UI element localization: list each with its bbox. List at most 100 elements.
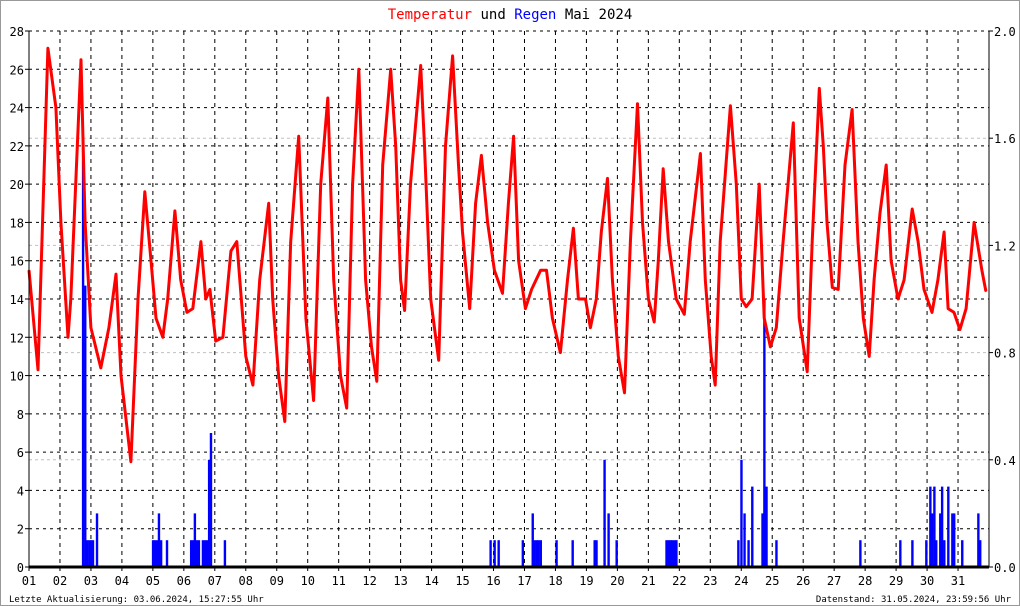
temperature-point <box>166 298 169 300</box>
temperature-point <box>474 202 477 205</box>
temperature-point <box>37 369 39 371</box>
temperature-point <box>517 259 520 262</box>
temperature-point <box>714 384 717 386</box>
x-tick-label: 14 <box>424 574 438 588</box>
x-tick-label: 19 <box>579 574 593 588</box>
temperature-point <box>205 298 207 300</box>
temperature-point <box>289 240 292 243</box>
temperature-point <box>623 392 626 394</box>
temperature-point <box>370 346 373 348</box>
temperature-point <box>161 336 164 339</box>
y-left-tick-label: 26 <box>10 63 24 77</box>
x-tick-label: 12 <box>362 574 376 588</box>
temperature-point <box>267 202 270 205</box>
rain-bar <box>157 513 161 567</box>
temperature-point <box>653 321 656 323</box>
temperature-point <box>837 288 839 291</box>
rain-bar <box>497 540 500 567</box>
temperature-point <box>258 279 261 281</box>
temperature-point <box>120 374 122 377</box>
x-tick-label: 17 <box>517 574 531 588</box>
y-left-tick-label: 4 <box>17 484 24 498</box>
temperature-point <box>235 240 238 243</box>
temperature-point <box>959 328 961 331</box>
temperature-point <box>381 164 384 166</box>
temperature-point <box>67 336 69 339</box>
x-tick-label: 09 <box>270 574 284 588</box>
temperature-point <box>973 221 975 224</box>
temperature-point <box>689 240 691 243</box>
temperature-point <box>818 87 821 90</box>
rain-bars <box>81 138 982 567</box>
temperature-point <box>100 367 102 369</box>
temperature-point <box>423 145 426 147</box>
temperature-point <box>657 259 660 262</box>
rain-bar <box>775 540 778 567</box>
temperature-point <box>699 152 702 155</box>
temperature-point <box>214 340 217 342</box>
temperature-point <box>437 359 440 362</box>
temperature-point <box>617 355 620 358</box>
temperature-point <box>84 221 86 224</box>
x-tick-label: 31 <box>951 574 965 588</box>
rain-bar <box>947 486 950 567</box>
temperature-point <box>629 240 632 243</box>
temperature-point <box>572 227 575 229</box>
temperature-point <box>577 298 580 300</box>
temperature-point <box>297 135 300 138</box>
rain-bar <box>531 513 534 567</box>
rain-bar <box>571 540 574 567</box>
rain-bar <box>925 540 928 567</box>
temperature-point <box>174 210 176 212</box>
temperature-point <box>826 221 828 224</box>
temperature-point <box>493 269 496 272</box>
temperature-point <box>70 298 72 300</box>
temperature-point <box>862 317 865 319</box>
temperature-point <box>364 279 367 281</box>
temperature-point <box>375 380 378 383</box>
temperature-point <box>358 68 360 71</box>
temperature-point <box>192 307 194 310</box>
rain-bar <box>859 540 862 567</box>
y-right-tick-label: 1.2 <box>994 239 1016 253</box>
x-tick-label: 22 <box>672 574 686 588</box>
y-left-tick-label: 22 <box>10 140 24 154</box>
data-state-text: Datenstand: 31.05.2024, 23:59:56 Uhr <box>816 595 1012 605</box>
temperature-point <box>419 64 422 67</box>
temperature-point <box>798 317 800 319</box>
temperature-point <box>782 240 784 243</box>
temperature-point <box>486 221 489 224</box>
temperature-point <box>985 290 987 293</box>
title-month: Mai 2024 <box>565 7 632 23</box>
rain-bar <box>671 540 674 567</box>
rain-bar <box>673 540 676 567</box>
temperature-point <box>468 307 471 310</box>
temperature-point <box>917 240 919 243</box>
rain-bar <box>961 540 964 567</box>
rain-bar <box>151 540 155 567</box>
x-tick-label: 06 <box>177 574 191 588</box>
temperature-point <box>90 326 92 329</box>
temperature-point <box>806 370 809 373</box>
x-tick-label: 29 <box>889 574 903 588</box>
x-tick-label: 23 <box>703 574 717 588</box>
x-tick-label: 24 <box>734 574 748 588</box>
rain-bar <box>209 433 213 567</box>
temperature-point <box>339 374 342 377</box>
temperature-point <box>683 313 686 316</box>
rain-bar <box>189 540 193 567</box>
temperature-point <box>769 346 772 348</box>
temperature-point <box>719 240 721 243</box>
temperature-point <box>399 279 402 281</box>
temperature-point <box>115 273 117 275</box>
temperature-point <box>60 221 62 224</box>
y-right-tick-label: 2.0 <box>994 25 1016 39</box>
rain-bar <box>159 540 163 567</box>
temperature-point <box>566 279 569 281</box>
temperature-point <box>327 97 329 99</box>
temperature-point <box>584 298 587 300</box>
rain-bar <box>197 540 201 567</box>
rain-bar <box>607 513 610 567</box>
